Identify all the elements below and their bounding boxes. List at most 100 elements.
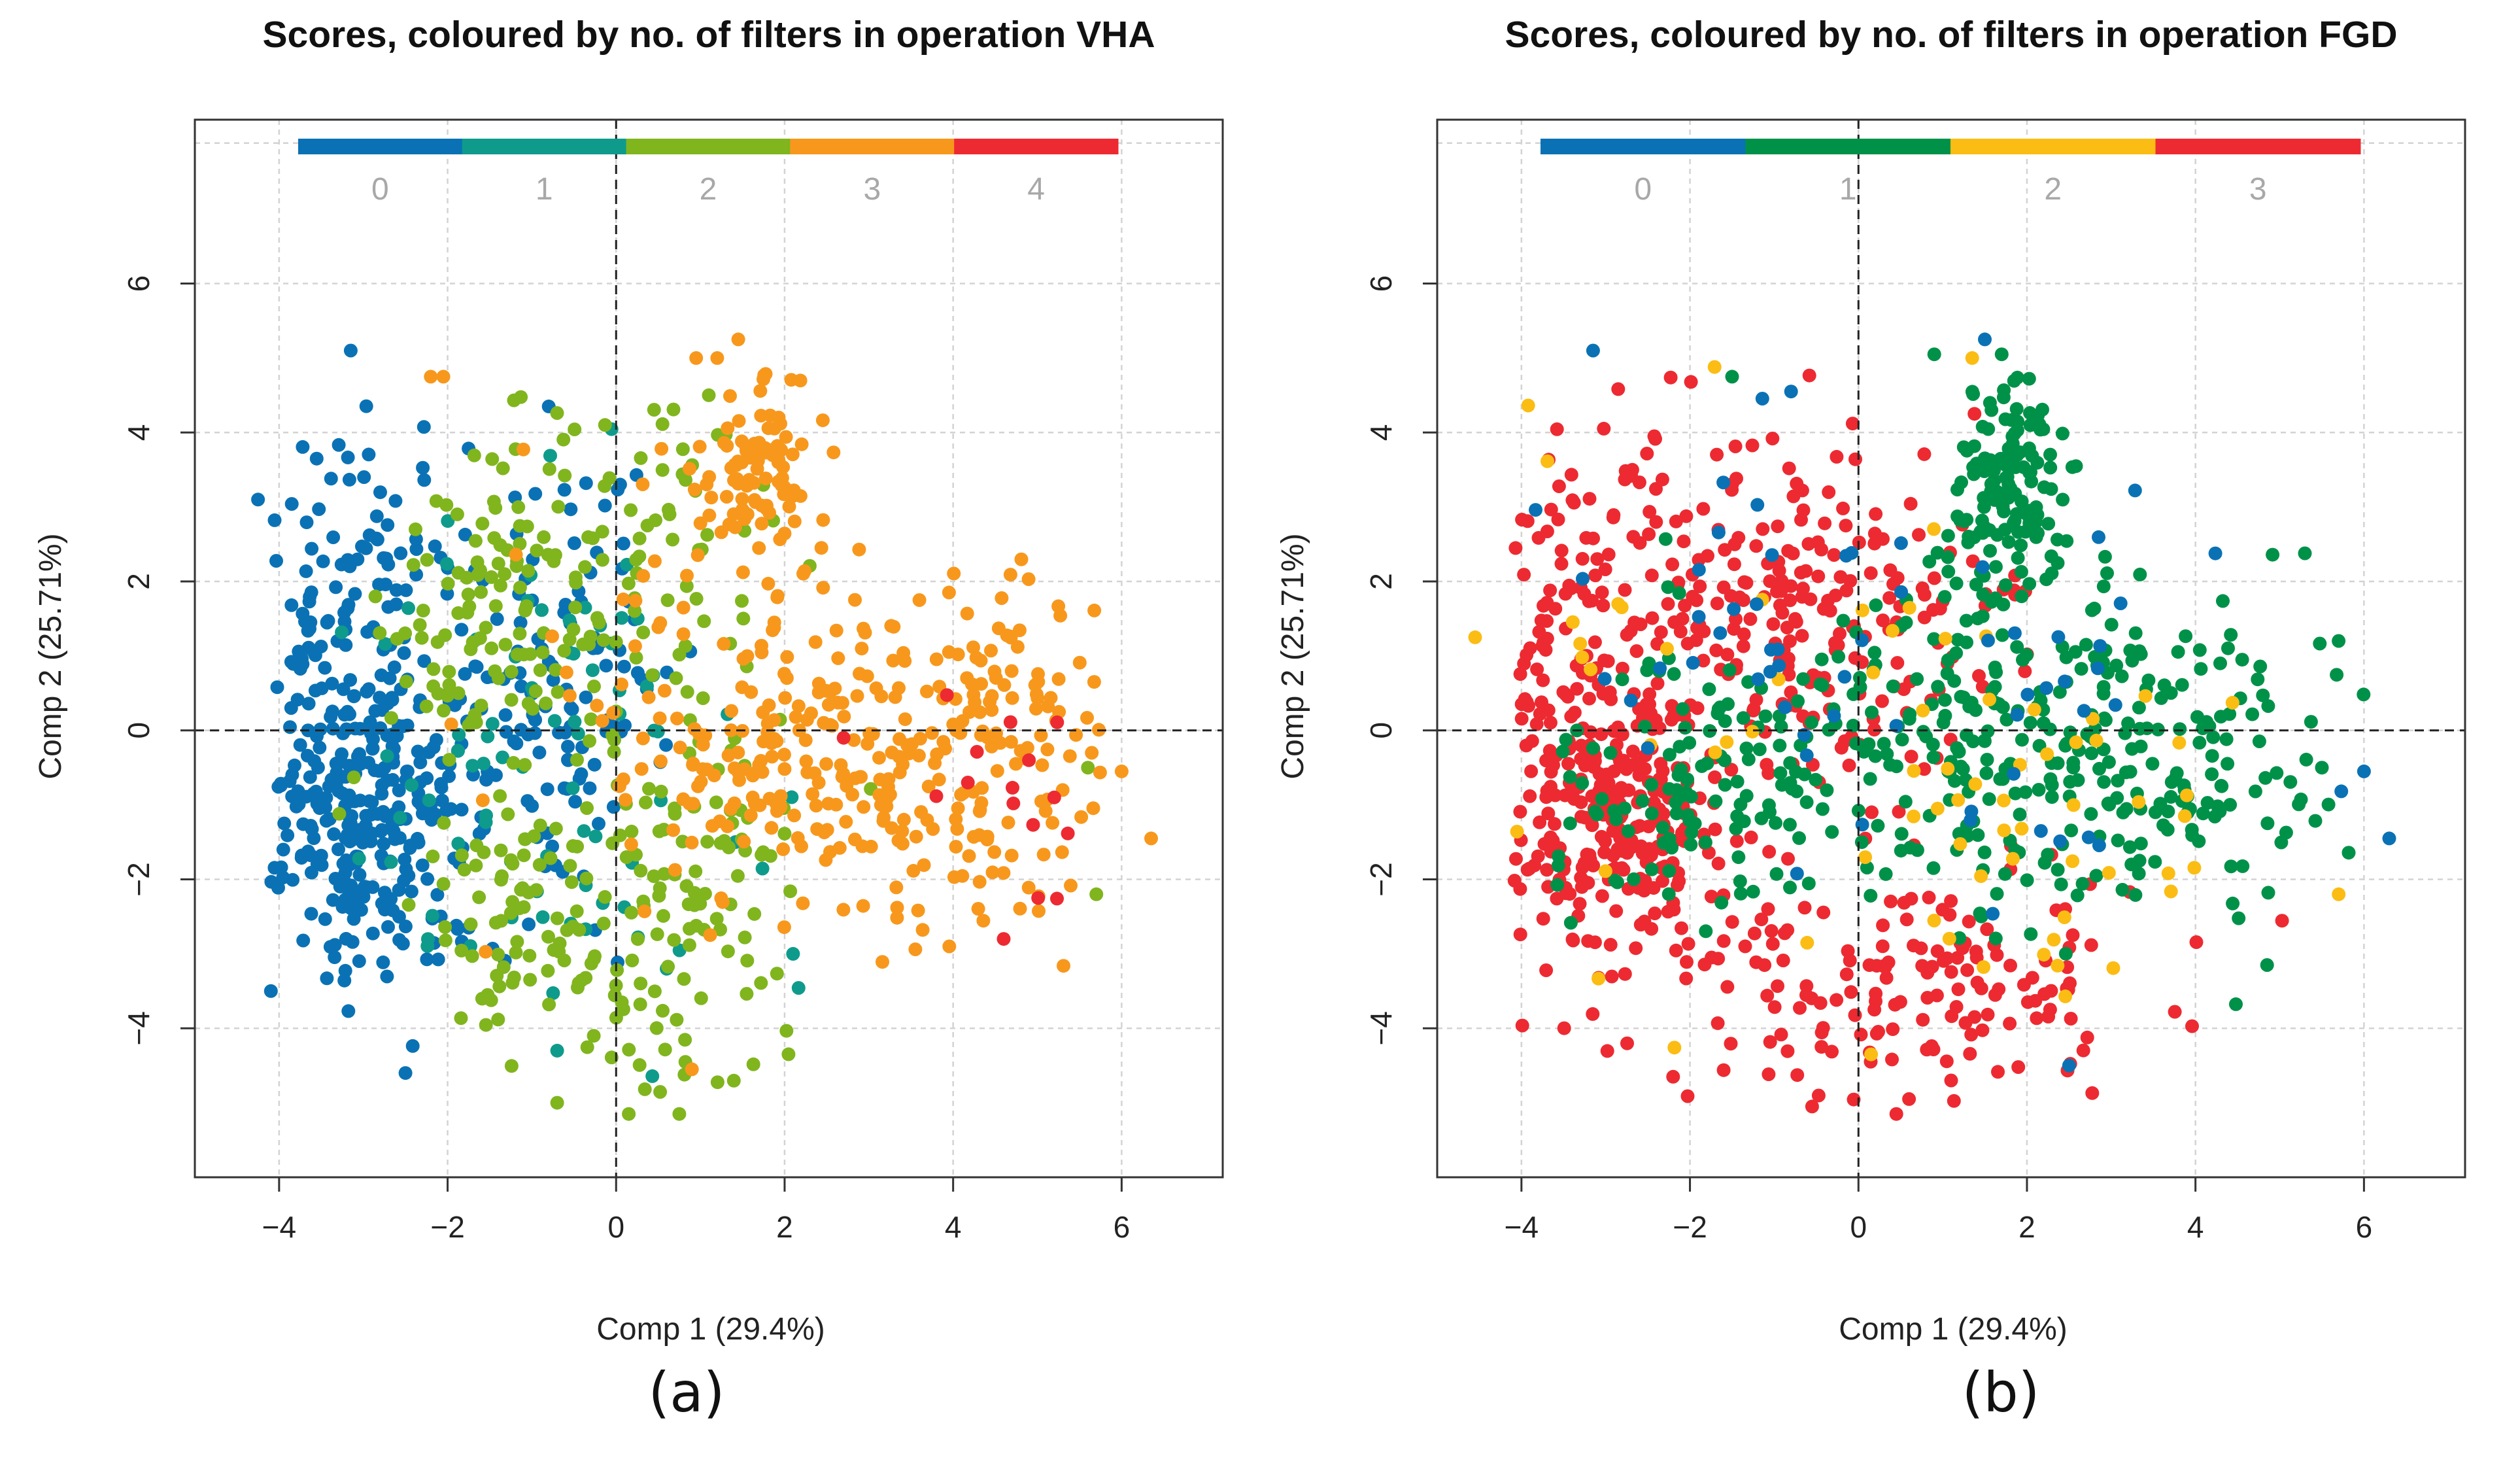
point-1: [1999, 471, 2013, 485]
point-3: [743, 808, 758, 823]
point-1: [2022, 371, 2036, 386]
point-2: [621, 576, 636, 591]
point-2: [1858, 850, 1873, 865]
point-2: [2172, 736, 2187, 750]
point-0: [1624, 693, 1638, 708]
point-3: [436, 370, 451, 384]
point-0: [415, 858, 430, 872]
point-1: [1926, 737, 1940, 751]
point-3: [798, 733, 813, 748]
point-2: [1584, 663, 1598, 676]
point-3: [1964, 1027, 1979, 1042]
point-0: [359, 399, 373, 413]
point-2: [556, 432, 571, 447]
point-3: [1781, 852, 1795, 866]
point-2: [642, 782, 656, 796]
point-1: [2214, 778, 2228, 793]
point-2: [609, 635, 623, 649]
point-1: [1556, 744, 1570, 759]
point-0: [326, 893, 340, 907]
point-3: [785, 447, 800, 462]
point-1: [1977, 845, 1992, 859]
point-1: [1851, 804, 1865, 818]
point-3: [973, 705, 987, 719]
point-0: [617, 536, 630, 551]
point-2: [770, 967, 784, 981]
point-2: [505, 895, 520, 909]
point-3: [1086, 801, 1100, 816]
point-3: [962, 849, 976, 863]
point-1: [2226, 896, 2240, 910]
point-2: [650, 927, 664, 941]
point-3: [1724, 1037, 1738, 1051]
point-3: [1963, 1046, 1977, 1061]
point-3: [1684, 375, 1698, 389]
point-3: [1622, 839, 1636, 854]
point-1: [2111, 774, 2125, 788]
point-3: [1661, 596, 1675, 611]
point-3: [1729, 834, 1744, 848]
point-2: [2177, 809, 2192, 823]
point-1: [2221, 641, 2235, 655]
point-2: [700, 528, 715, 542]
point-3: [1869, 507, 1883, 521]
point-3: [987, 845, 1002, 859]
point-3: [1004, 734, 1018, 749]
point-1: [1997, 504, 2011, 519]
point-3: [1618, 583, 1632, 597]
point-0: [449, 918, 464, 933]
point-0: [392, 784, 406, 797]
point-0: [2092, 838, 2106, 852]
point-2: [2066, 854, 2080, 869]
point-3: [1889, 1107, 1903, 1121]
point-0: [384, 891, 398, 906]
point-1: [2315, 761, 2329, 775]
point-3: [1927, 571, 1941, 585]
point-1: [2260, 958, 2274, 972]
point-1: [1672, 586, 1686, 600]
point-3: [1004, 664, 1019, 678]
point-0: [507, 734, 521, 748]
point-4: [1061, 826, 1075, 840]
point-3: [686, 757, 700, 772]
point-3: [2064, 1012, 2078, 1026]
point-1: [2023, 716, 2037, 730]
point-0: [1894, 585, 1909, 599]
point-3: [1679, 509, 1694, 523]
point-2: [696, 691, 710, 705]
point-1: [2005, 436, 2020, 451]
point-2: [579, 871, 594, 886]
point-1: [2196, 721, 2210, 735]
point-1: [2206, 730, 2221, 744]
point-0: [411, 744, 425, 759]
point-2: [668, 806, 682, 821]
point-3: [1550, 422, 1564, 436]
point-1: [1903, 707, 1917, 721]
point-2: [513, 536, 527, 551]
point-3: [1607, 508, 1621, 522]
point-3: [1618, 967, 1632, 981]
point-2: [747, 906, 762, 921]
point-1: [2096, 579, 2111, 594]
point-1: [1954, 475, 1968, 489]
point-2: [580, 1040, 594, 1054]
point-3: [767, 621, 781, 635]
point-2: [493, 789, 507, 803]
point-1: [425, 908, 439, 923]
point-1: [2245, 707, 2260, 721]
point-3: [1671, 576, 1686, 590]
point-3: [1565, 932, 1580, 946]
point-3: [1763, 574, 1777, 589]
point-3: [776, 460, 791, 474]
point-3: [767, 732, 781, 746]
x-tick-label: 0: [1850, 1210, 1867, 1244]
point-3: [1696, 653, 1711, 668]
point-3: [929, 652, 944, 666]
point-3: [1745, 438, 1760, 453]
point-1: [1982, 792, 1996, 806]
point-3: [853, 666, 866, 681]
point-3: [1920, 965, 1935, 980]
point-3: [1754, 912, 1769, 927]
